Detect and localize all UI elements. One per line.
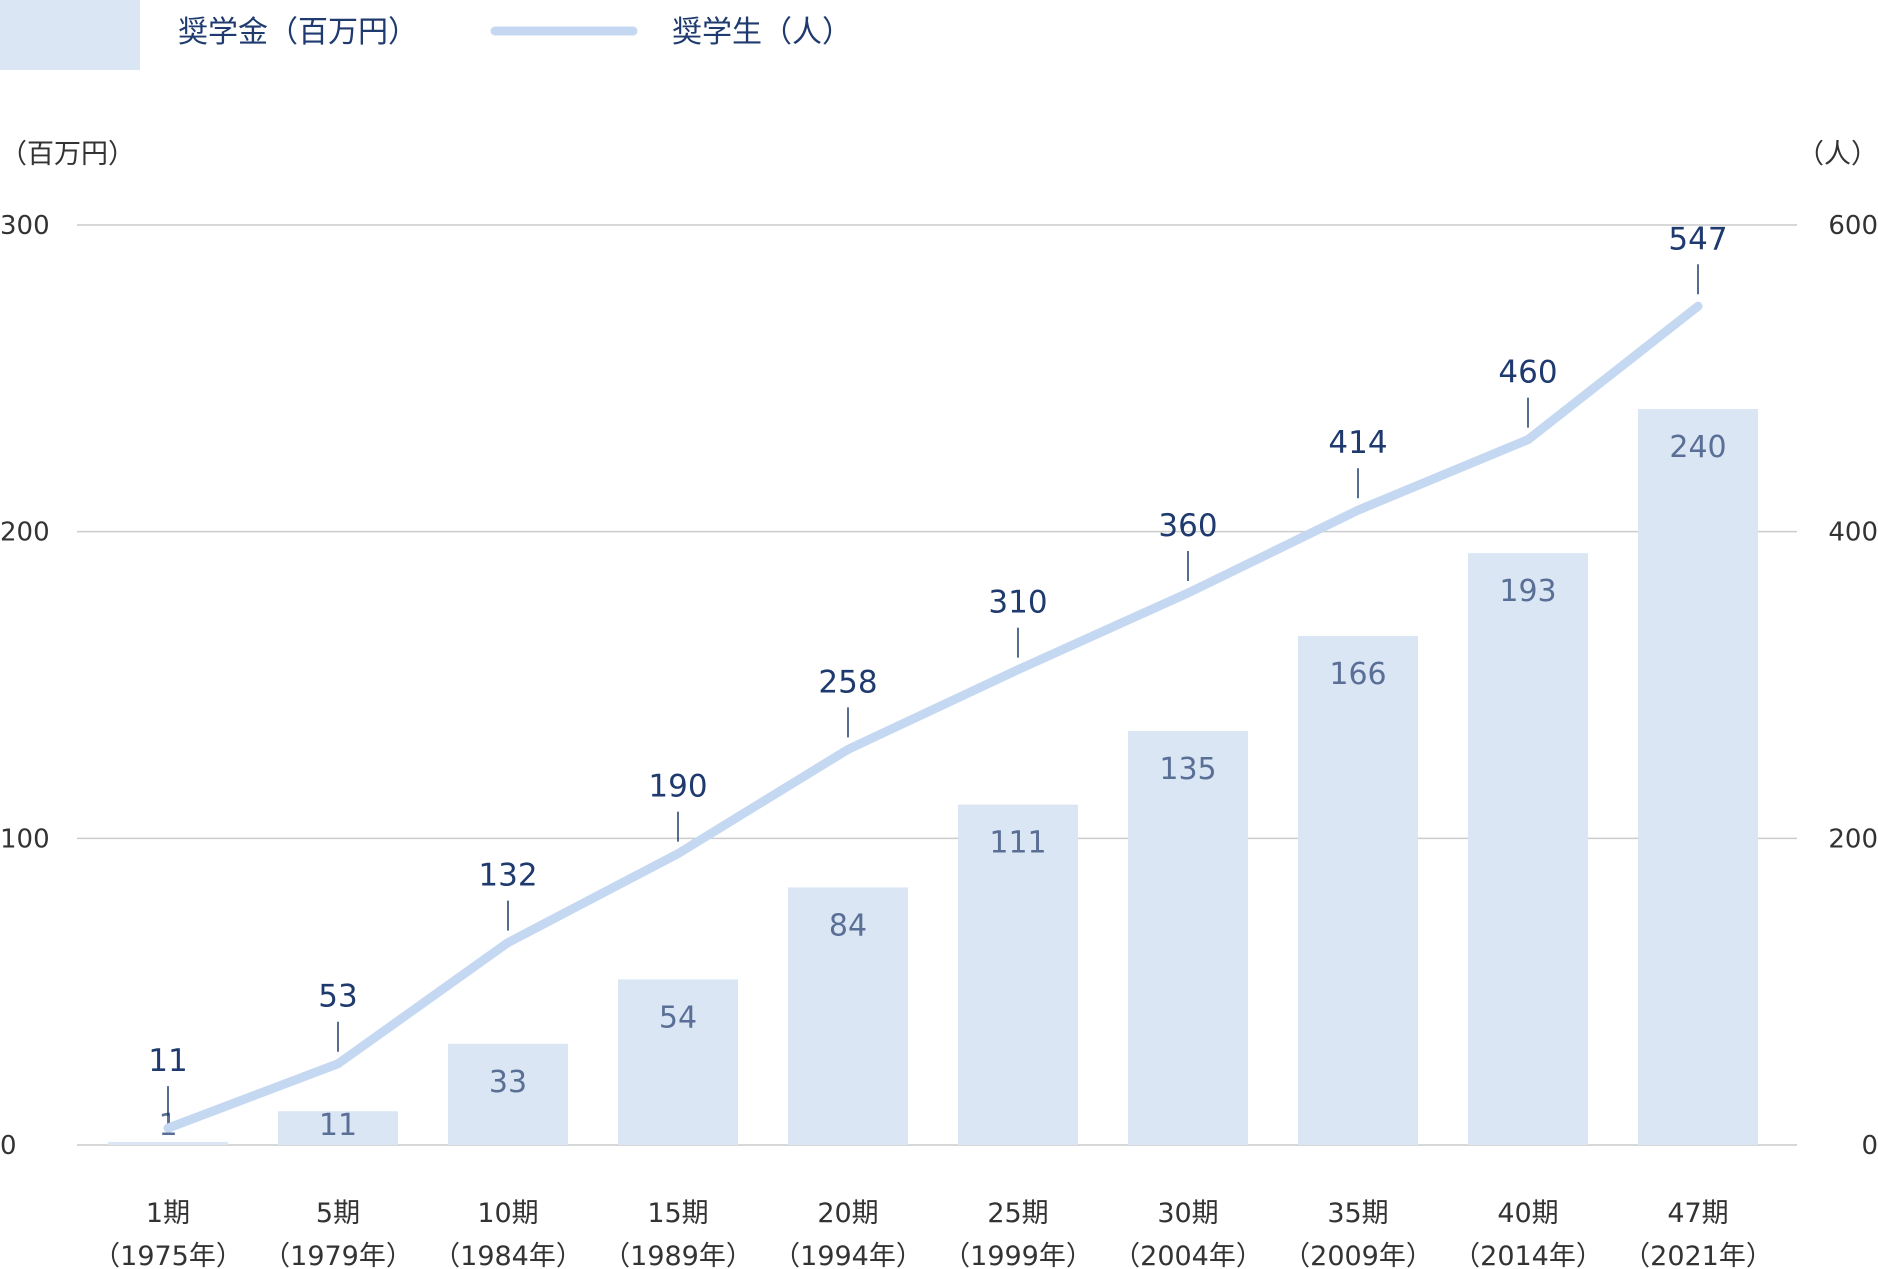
line-data-labels: 11 53 132 190 258 310 360 414 460 547 [148,221,1728,1117]
line-value-label: 310 [988,585,1047,621]
bar [1298,635,1418,1145]
legend-bar-label: 奨学金（百万円） [178,15,418,50]
category-period-label: 47期 [1667,1198,1728,1229]
bar-value-label: 135 [1159,752,1216,787]
line-value-label: 360 [1158,508,1217,544]
right-tick-label: 0 [1861,1131,1878,1161]
line-path [163,301,1703,1133]
legend: 奨学金（百万円） 奨学生（人） [0,0,852,70]
category-year-label: （2009年） [1283,1241,1433,1269]
bar-value-label: 84 [829,908,867,943]
bar [1128,731,1248,1145]
bar [108,1141,228,1145]
category-period-label: 30期 [1157,1198,1218,1229]
line-point [167,1127,169,1129]
bar-value-label: 11 [319,1108,357,1143]
category-period-label: 15期 [647,1198,708,1229]
line-point [1017,669,1019,671]
category-year-label: （2014年） [1453,1241,1603,1269]
category-year-label: （1994年） [773,1241,923,1269]
line-point [337,1063,339,1065]
category-year-label: （1999年） [943,1241,1093,1269]
left-tick-label: 300 [0,211,50,241]
bar [788,887,908,1145]
line-series [163,301,1703,1133]
category-year-label: （2021年） [1623,1241,1773,1269]
line-point [1187,592,1189,594]
category-period-label: 25期 [987,1198,1048,1229]
category-year-label: （1975年） [93,1241,243,1269]
category-period-label: 1期 [146,1198,190,1229]
category-period-label: 5期 [316,1198,360,1229]
bar-value-label: 240 [1669,430,1726,465]
line-point [1527,439,1529,441]
category-year-label: （1989年） [603,1241,753,1269]
line-value-label: 460 [1498,355,1557,391]
right-axis-unit: （人） [1797,139,1878,170]
bar [1468,553,1588,1145]
legend-bar-swatch [0,0,140,70]
bar [958,804,1078,1145]
line-point [1357,509,1359,511]
category-period-label: 20期 [817,1198,878,1229]
category-period-label: 35期 [1327,1198,1388,1229]
bar-series [108,409,1758,1145]
right-tick-label: 400 [1828,518,1878,548]
line-value-label: 190 [648,769,707,805]
left-tick-label: 0 [0,1131,17,1161]
bar [1638,409,1758,1145]
line-point [1697,305,1699,307]
right-tick-label: 200 [1828,824,1878,854]
bar-value-label: 33 [489,1065,527,1100]
left-axis-unit: （百万円） [0,139,135,170]
bar-value-label: 54 [659,1000,697,1035]
left-axis-ticks: 0 100 200 300 [0,211,50,1161]
line-value-label: 132 [478,858,537,894]
category-year-label: （1984年） [433,1241,583,1269]
right-tick-label: 600 [1828,211,1878,241]
left-tick-label: 200 [0,518,50,548]
line-value-label: 547 [1668,221,1727,257]
bar-value-label: 111 [989,826,1046,861]
left-tick-label: 100 [0,824,50,854]
line-point [507,942,509,944]
category-year-label: （1979年） [263,1241,413,1269]
bar-value-label: 193 [1499,574,1556,609]
line-value-label: 53 [318,979,357,1015]
right-axis-ticks: 0 200 400 600 [1828,211,1878,1161]
legend-line-label: 奨学生（人） [672,15,852,50]
category-year-label: （2004年） [1113,1241,1263,1269]
category-period-label: 40期 [1497,1198,1558,1229]
line-value-label: 414 [1328,425,1387,461]
bar-value-label: 166 [1329,657,1386,692]
line-value-label: 11 [148,1043,187,1079]
line-value-label: 258 [818,664,877,700]
bar [618,979,738,1145]
category-labels: 1期 （1975年） 5期 （1979年） 10期 （1984年） 15期 （1989年） 20… [93,1198,1773,1269]
category-period-label: 10期 [477,1198,538,1229]
line-point [677,853,679,855]
line-point [847,748,849,750]
bar [278,1111,398,1145]
bar [448,1043,568,1145]
